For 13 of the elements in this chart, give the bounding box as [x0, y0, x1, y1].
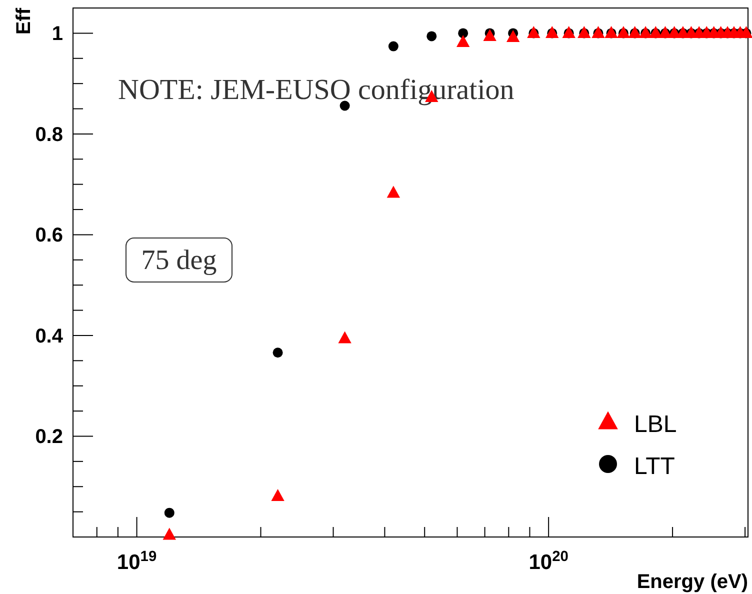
y-tick-label: 1: [52, 23, 63, 46]
y-tick-label: 0.4: [35, 325, 64, 348]
annotation: 75 deg: [141, 245, 217, 276]
legend-label: LBL: [634, 411, 677, 438]
y-axis-title: Eff: [13, 8, 35, 35]
x-axis-title: Energy (eV): [636, 571, 748, 593]
y-tick-label: 0.6: [35, 224, 63, 247]
annotation: NOTE: JEM-EUSO configuration: [118, 74, 515, 106]
x-tick-label: 10$^{20}$: [528, 549, 568, 574]
legend-label: LTT: [634, 453, 676, 480]
y-tick-label: 0.8: [35, 124, 63, 146]
x-tick-label: 10$^{19}$: [116, 549, 157, 574]
y-tick-label: 0.2: [35, 426, 63, 448]
